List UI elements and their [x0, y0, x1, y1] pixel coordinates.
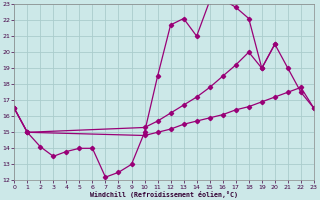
X-axis label: Windchill (Refroidissement éolien,°C): Windchill (Refroidissement éolien,°C) [90, 191, 238, 198]
